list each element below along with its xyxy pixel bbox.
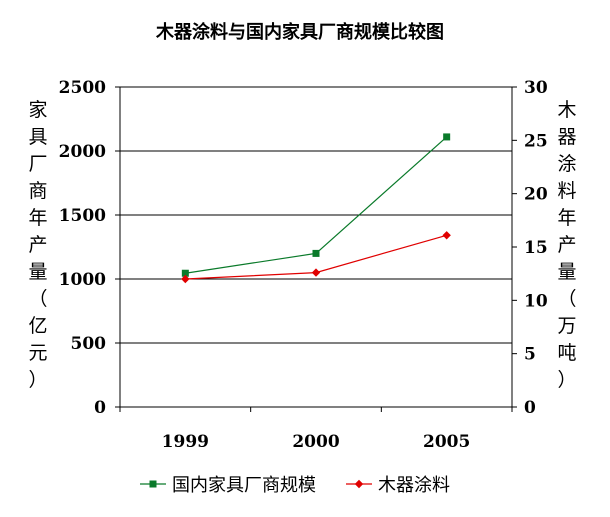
left-axis-tick-labels: 0 500 1000 1500 2000 2500 xyxy=(59,78,106,418)
data-point xyxy=(443,133,451,141)
legend-item: 国内家具厂商规模 xyxy=(140,475,316,496)
data-point xyxy=(311,268,321,277)
right-axis-tick-label: 0 xyxy=(524,398,536,418)
left-axis-label: 家具厂商年产量（亿元） xyxy=(28,99,47,391)
legend-label: 国内家具厂商规模 xyxy=(172,475,316,496)
right-axis-tick-label: 5 xyxy=(524,345,536,365)
legend-item: 木器涂料 xyxy=(346,475,450,496)
right-axis-tick-label: 25 xyxy=(524,131,548,151)
x-axis-tick-label: 2005 xyxy=(423,432,470,452)
x-axis-tick-labels: 1999 2000 2005 xyxy=(162,432,471,452)
legend: 国内家具厂商规模 木器涂料 xyxy=(140,475,450,496)
left-axis-label-text: 家具厂商年产量（亿元） xyxy=(28,99,47,391)
legend-marker xyxy=(149,480,157,488)
plot-area xyxy=(115,86,517,412)
legend-label: 木器涂料 xyxy=(378,475,450,496)
left-axis-tick-label: 2500 xyxy=(59,78,106,98)
series-layer xyxy=(181,133,451,284)
left-axis-tick-label: 1500 xyxy=(59,206,106,226)
right-axis-label: 木器涂料年产量（万吨） xyxy=(557,99,576,391)
axis-ticks xyxy=(115,86,517,412)
chart-title: 木器涂料与国内家具厂商规模比较图 xyxy=(155,21,444,43)
x-axis-tick-label: 1999 xyxy=(162,432,209,452)
left-axis-tick-label: 0 xyxy=(94,398,106,418)
data-point xyxy=(181,269,189,277)
right-axis-tick-label: 20 xyxy=(524,185,548,205)
left-axis-tick-label: 500 xyxy=(71,334,107,354)
x-axis-tick-label: 2000 xyxy=(292,432,339,452)
right-axis-tick-label: 15 xyxy=(524,238,548,258)
right-axis-label-text: 木器涂料年产量（万吨） xyxy=(557,99,576,391)
data-point xyxy=(442,231,451,240)
gridlines xyxy=(120,150,512,344)
right-axis-tick-label: 10 xyxy=(524,291,548,311)
right-axis-tick-label: 30 xyxy=(524,78,548,98)
data-point xyxy=(181,274,190,284)
data-point xyxy=(312,249,320,257)
legend-marker xyxy=(354,479,364,489)
left-axis-tick-label: 1000 xyxy=(59,270,106,290)
plot-frame xyxy=(119,86,513,408)
left-axis-tick-label: 2000 xyxy=(59,142,106,162)
right-axis-tick-labels: 0 5 10 15 20 25 30 xyxy=(524,78,548,418)
